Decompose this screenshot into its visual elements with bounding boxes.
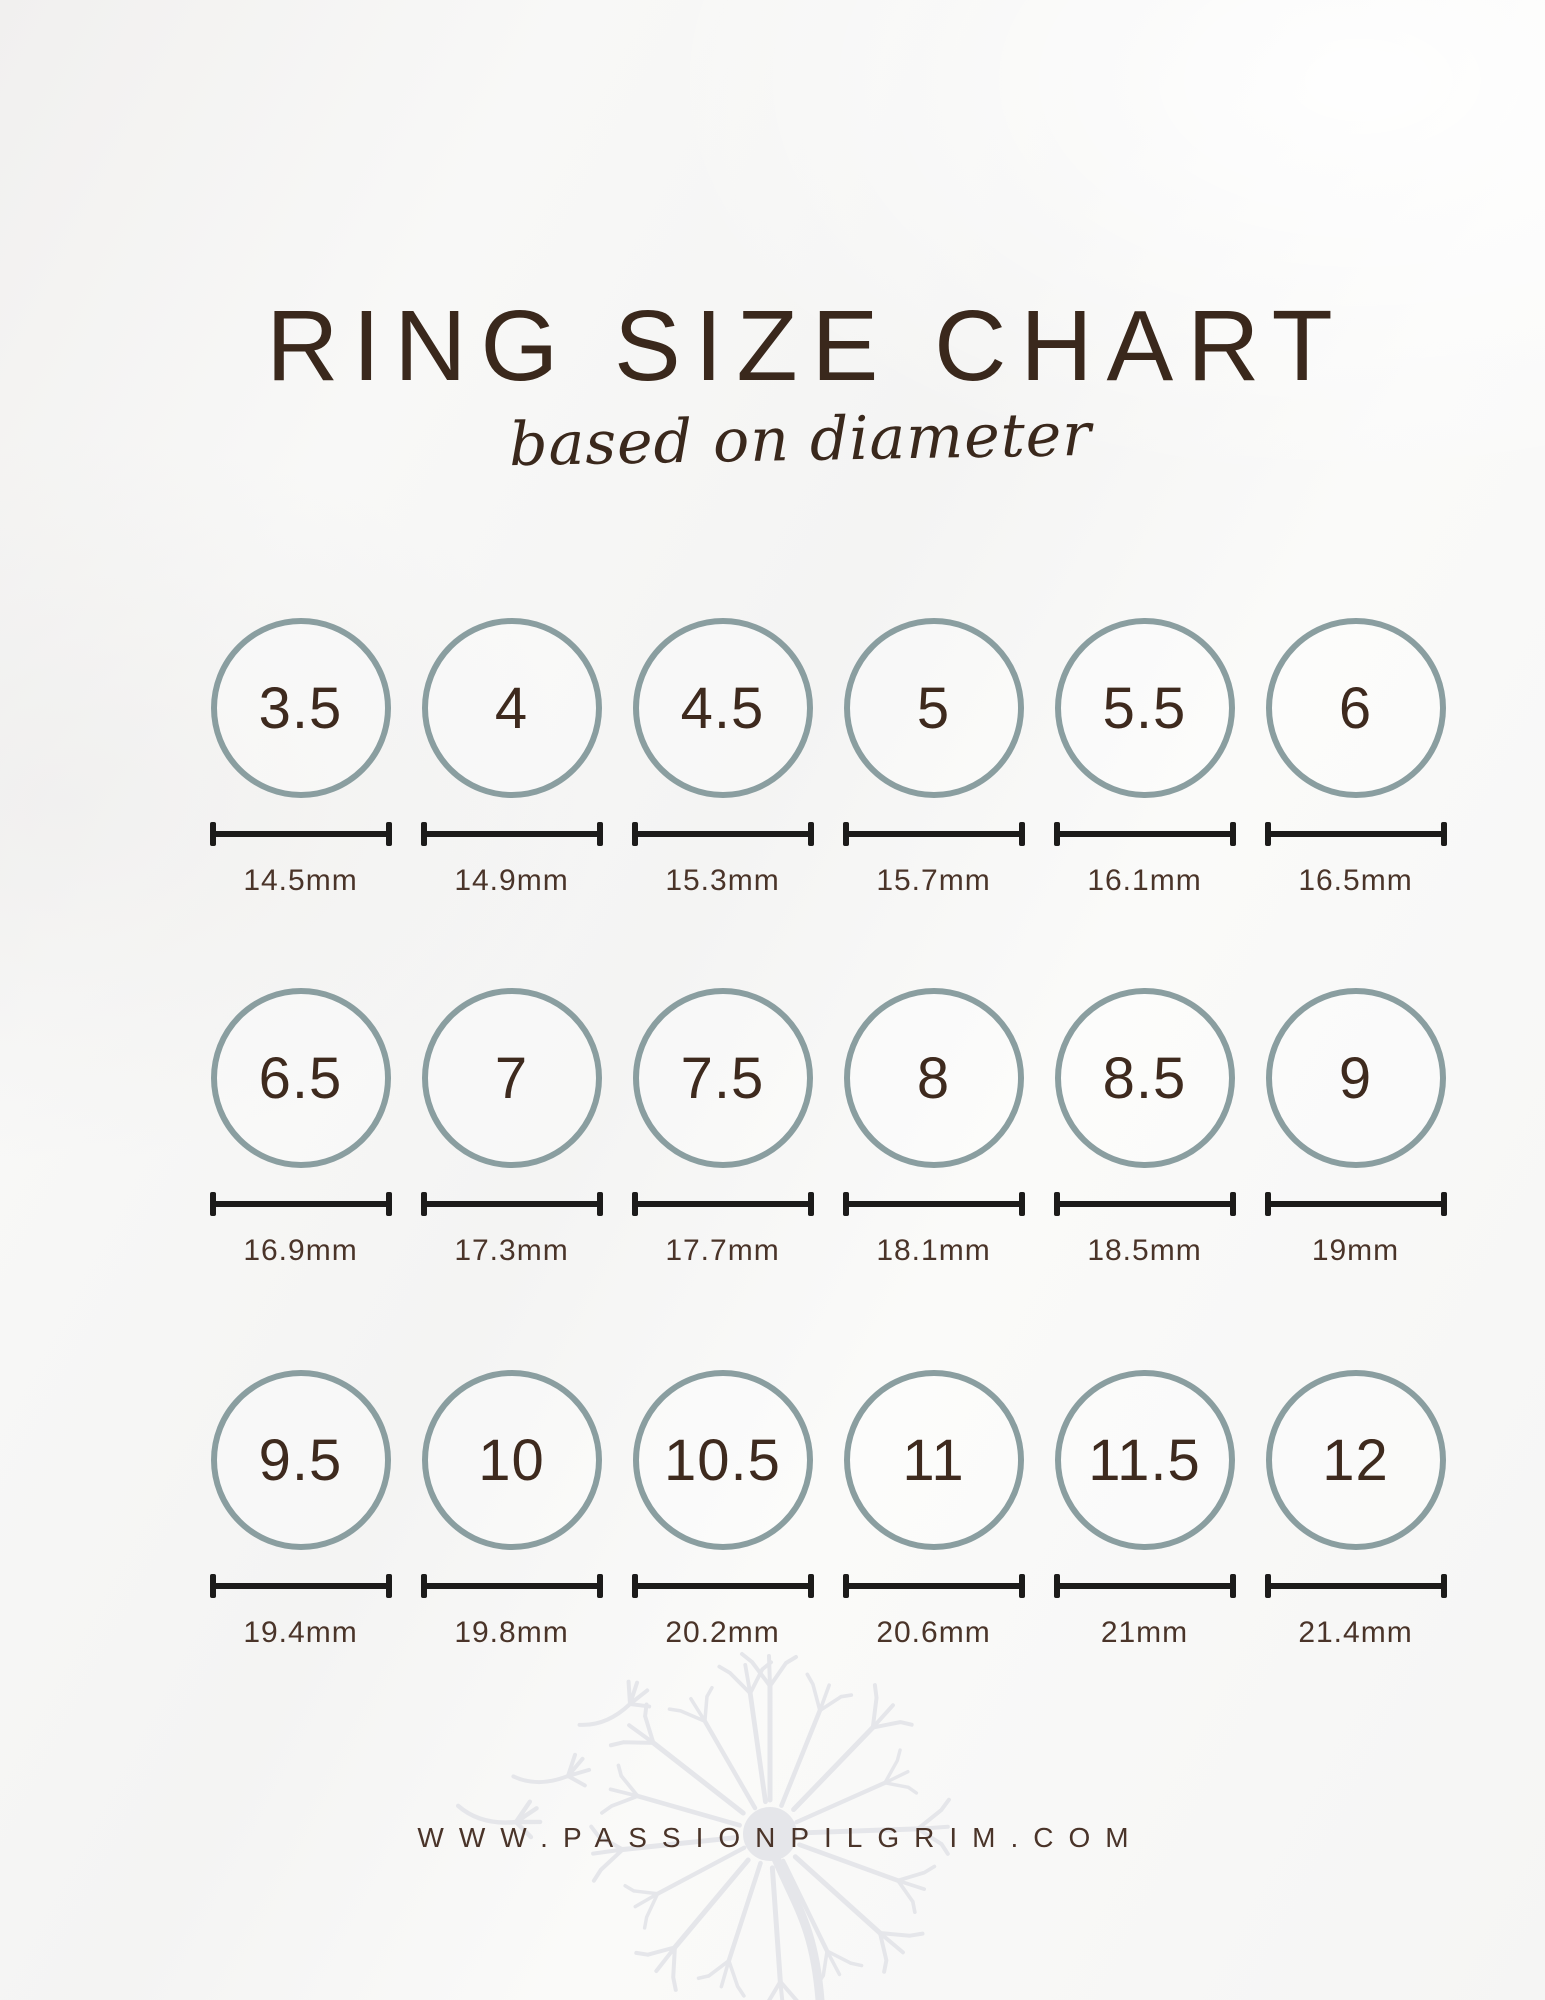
diameter-measure-line: [842, 1192, 1025, 1216]
diameter-label: 20.2mm: [665, 1616, 780, 1649]
diameter-label: 17.7mm: [665, 1234, 780, 1267]
ring-circle: 9.5: [210, 1370, 391, 1550]
ring-size-number: 4: [494, 675, 529, 741]
ring-size-cell: 6 16.5mm: [1250, 618, 1461, 898]
ring-circle: 8: [843, 988, 1024, 1168]
diameter-label: 17.3mm: [454, 1234, 569, 1267]
diameter-measure-line: [842, 1574, 1025, 1598]
size-row-1: 3.5 14.5mm 4 14.9mm 4.5 15.3mm 5 15.7mm …: [195, 618, 1461, 898]
diameter-label: 19mm: [1311, 1234, 1400, 1267]
diameter-label: 15.3mm: [665, 864, 780, 897]
ring-size-cell: 11 20.6mm: [828, 1370, 1039, 1650]
ring-size-cell: 7 17.3mm: [406, 988, 617, 1268]
ring-circle: 12: [1265, 1370, 1446, 1550]
diameter-measure-line: [209, 1192, 392, 1216]
ring-size-cell: 4 14.9mm: [406, 618, 617, 898]
diameter-measure-line: [1264, 1574, 1447, 1598]
ring-circle: 11: [843, 1370, 1024, 1550]
ring-circle: 5.5: [1054, 618, 1235, 798]
diameter-measure-line: [420, 822, 603, 846]
ring-size-number: 6.5: [258, 1045, 343, 1111]
ring-size-number: 3.5: [258, 675, 343, 741]
ring-circle: 10: [421, 1370, 602, 1550]
ring-size-cell: 11.5 21mm: [1039, 1370, 1250, 1650]
ring-size-number: 11.5: [1088, 1427, 1201, 1493]
ring-size-cell: 5 15.7mm: [828, 618, 1039, 898]
ring-size-number: 5: [916, 675, 951, 741]
ring-size-cell: 6.5 16.9mm: [195, 988, 406, 1268]
ring-size-number: 4.5: [680, 675, 765, 741]
ring-size-number: 7: [494, 1045, 529, 1111]
ring-circle: 8.5: [1054, 988, 1235, 1168]
diameter-label: 21.4mm: [1298, 1616, 1413, 1649]
ring-circle: 7.5: [632, 988, 813, 1168]
ring-circle: 11.5: [1054, 1370, 1235, 1550]
diameter-measure-line: [1053, 1192, 1236, 1216]
diameter-label: 19.8mm: [454, 1616, 569, 1649]
ring-size-number: 6: [1338, 675, 1373, 741]
size-row-3: 9.5 19.4mm 10 19.8mm 10.5 20.2mm 11 20.6…: [195, 1370, 1461, 1650]
ring-size-cell: 9.5 19.4mm: [195, 1370, 406, 1650]
ring-circle: 10.5: [632, 1370, 813, 1550]
ring-size-number: 10.5: [664, 1427, 781, 1493]
ring-size-number: 7.5: [680, 1045, 765, 1111]
diameter-measure-line: [1264, 1192, 1447, 1216]
diameter-measure-line: [842, 822, 1025, 846]
diameter-measure-line: [1053, 1574, 1236, 1598]
diameter-label: 18.1mm: [876, 1234, 991, 1267]
ring-circle: 9: [1265, 988, 1446, 1168]
diameter-label: 14.5mm: [243, 864, 358, 897]
ring-size-cell: 9 19mm: [1250, 988, 1461, 1268]
diameter-measure-line: [209, 1574, 392, 1598]
ring-size-cell: 4.5 15.3mm: [617, 618, 828, 898]
ring-circle: 4: [421, 618, 602, 798]
ring-size-number: 10: [478, 1427, 545, 1493]
diameter-label: 20.6mm: [876, 1616, 991, 1649]
diameter-label: 18.5mm: [1087, 1234, 1202, 1267]
ring-size-cell: 8 18.1mm: [828, 988, 1039, 1268]
dandelion-icon: [452, 1626, 1092, 2000]
ring-size-cell: 12 21.4mm: [1250, 1370, 1461, 1650]
diameter-measure-line: [631, 822, 814, 846]
diameter-measure-line: [209, 822, 392, 846]
ring-circle: 6: [1265, 618, 1446, 798]
ring-size-number: 8: [916, 1045, 951, 1111]
ring-size-number: 9.5: [258, 1427, 343, 1493]
diameter-measure-line: [1264, 822, 1447, 846]
ring-size-cell: 10 19.8mm: [406, 1370, 617, 1650]
ring-size-cell: 3.5 14.5mm: [195, 618, 406, 898]
ring-size-cell: 10.5 20.2mm: [617, 1370, 828, 1650]
diameter-label: 15.7mm: [876, 864, 991, 897]
ring-circle: 3.5: [210, 618, 391, 798]
ring-circle: 5: [843, 618, 1024, 798]
ring-size-number: 5.5: [1102, 675, 1187, 741]
ring-circle: 7: [421, 988, 602, 1168]
ring-circle: 4.5: [632, 618, 813, 798]
size-row-2: 6.5 16.9mm 7 17.3mm 7.5 17.7mm 8 18.1mm …: [195, 988, 1461, 1268]
website-url: WWW.PASSIONPILGRIM.COM: [417, 1822, 1144, 1853]
diameter-label: 14.9mm: [454, 864, 569, 897]
ring-size-number: 8.5: [1102, 1045, 1187, 1111]
ring-size-number: 11: [902, 1427, 965, 1493]
diameter-label: 21mm: [1100, 1616, 1189, 1649]
ring-size-cell: 5.5 16.1mm: [1039, 618, 1250, 898]
diameter-label: 16.1mm: [1087, 864, 1202, 897]
ring-size-cell: 7.5 17.7mm: [617, 988, 828, 1268]
page-subtitle: based on diameter: [508, 399, 1093, 481]
diameter-measure-line: [631, 1192, 814, 1216]
diameter-measure-line: [420, 1574, 603, 1598]
ring-size-cell: 8.5 18.5mm: [1039, 988, 1250, 1268]
page-title: RING SIZE CHART: [266, 290, 1347, 402]
diameter-measure-line: [420, 1192, 603, 1216]
ring-circle: 6.5: [210, 988, 391, 1168]
diameter-measure-line: [631, 1574, 814, 1598]
diameter-measure-line: [1053, 822, 1236, 846]
ring-size-number: 12: [1322, 1427, 1389, 1493]
diameter-label: 19.4mm: [243, 1616, 358, 1649]
ring-size-number: 9: [1338, 1045, 1373, 1111]
diameter-label: 16.5mm: [1298, 864, 1413, 897]
diameter-label: 16.9mm: [243, 1234, 358, 1267]
